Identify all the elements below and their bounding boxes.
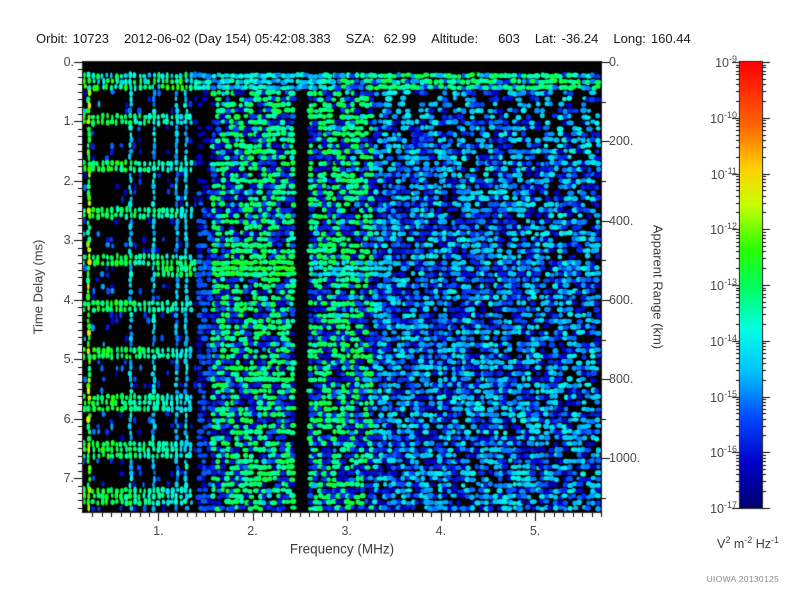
- y-right-tick-label: 1000.: [609, 451, 641, 466]
- y-left-tick-label: 6.: [63, 411, 74, 426]
- colorbar-canvas: [740, 62, 762, 508]
- colorbar-tick-label: 10-15: [710, 388, 737, 405]
- y-left-tick-label: 3.: [63, 233, 74, 248]
- colorbar-unit-label: V2 m-2 Hz-1: [716, 534, 780, 552]
- y-left-tick-label: 0.: [63, 55, 74, 69]
- x-tick-label: 5.: [529, 524, 541, 538]
- colorbar-tick-label: 10-9: [715, 53, 737, 71]
- colorbar-tick-label: 10-10: [710, 109, 737, 126]
- colorbar-tick-label: 10-16: [710, 444, 737, 461]
- y-left-tick-label: 4.: [63, 292, 74, 307]
- y-left-tick-label: 1.: [63, 114, 74, 129]
- y-right-tick-label: 600.: [609, 292, 634, 307]
- colorbar-tick-label: 10-11: [710, 165, 737, 182]
- y-right-tick-label: 800.: [609, 372, 634, 387]
- colorbar-tick-label: 10-12: [710, 221, 737, 238]
- colorbar-tick-label: 10-13: [710, 276, 737, 294]
- x-axis-title: Frequency (MHz): [289, 541, 395, 557]
- x-tick-label: 4.: [435, 524, 447, 538]
- colorbar-tick-label: 10-17: [710, 499, 737, 517]
- credit-text: UIOWA 20130125: [706, 574, 779, 584]
- x-tick-label: 1.: [153, 524, 164, 538]
- y-left-tick-label: 7.: [63, 471, 74, 486]
- y-right-tick-label: 200.: [609, 134, 634, 149]
- y-right-tick-label: 400.: [609, 213, 634, 228]
- y-left-tick-label: 5.: [63, 352, 74, 367]
- x-tick-label: 2.: [247, 524, 258, 538]
- y-left-tick-label: 2.: [63, 173, 74, 188]
- x-tick-label: 3.: [341, 524, 352, 538]
- y-right-tick-label: 0.: [609, 55, 620, 69]
- colorbar-tick-label: 10-14: [710, 332, 737, 349]
